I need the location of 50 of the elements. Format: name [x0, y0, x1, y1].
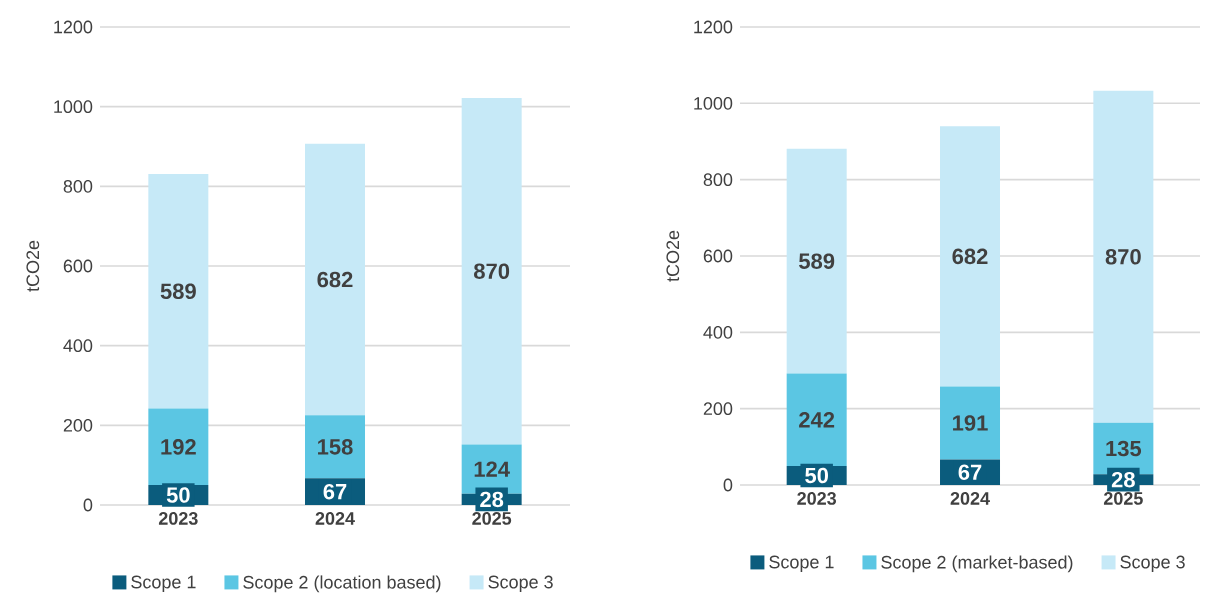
bar	[305, 143, 366, 416]
data-label: 682	[952, 248, 988, 264]
y-tick-label: 1200	[694, 20, 733, 34]
y-tick-label: 1000	[54, 100, 93, 113]
y-tick-label: 200	[63, 418, 93, 432]
y-tick-label: 200	[703, 402, 733, 415]
y-tick-label: 1200	[54, 20, 93, 34]
legend-label: Scope 3	[488, 575, 553, 592]
data-label: 191	[953, 414, 988, 431]
y-tick-label: 400	[63, 339, 93, 352]
data-label: 589	[160, 283, 196, 299]
data-label: 242	[799, 411, 835, 428]
x-tick-label: 2025	[1103, 491, 1143, 505]
x-tick-label: 2023	[797, 491, 837, 505]
data-label: 50	[166, 487, 190, 503]
x-tick-label: 2024	[315, 511, 355, 525]
data-label: 67	[323, 483, 347, 500]
x-tick-label: 2025	[472, 511, 512, 525]
data-label: 870	[1105, 248, 1141, 265]
y-tick-label: 0	[723, 478, 733, 492]
legend-label: Scope 1	[769, 555, 834, 572]
data-label: 158	[318, 438, 353, 455]
legend-label: Scope 2 (market-based)	[881, 555, 1073, 572]
y-tick-label: 800	[63, 179, 93, 193]
bar	[940, 126, 1001, 387]
x-tick-label: 2024	[950, 491, 990, 505]
x-tick-label: 2023	[158, 511, 198, 525]
data-label: 124	[474, 461, 510, 477]
data-label: 50	[805, 467, 828, 484]
legend-label: Scope 2 (location based)	[243, 575, 441, 592]
data-label: 135	[1106, 440, 1142, 457]
bar	[148, 173, 209, 409]
data-label: 192	[161, 438, 196, 455]
y-tick-label: 0	[83, 498, 93, 512]
y-tick-label: 600	[63, 259, 93, 273]
legend-label: Scope 3	[1120, 555, 1185, 572]
y-tick-label: 600	[703, 249, 733, 263]
bar	[786, 148, 847, 374]
bar	[461, 97, 522, 445]
y-axis-title: tCO2e	[26, 240, 40, 292]
legend-label: Scope 1	[131, 575, 196, 592]
y-axis-title: tCO2e	[666, 230, 680, 282]
y-tick-label: 1000	[694, 96, 733, 110]
data-label: 682	[317, 271, 353, 288]
y-tick-label: 400	[703, 325, 733, 339]
bar	[1093, 90, 1154, 423]
y-tick-label: 800	[703, 173, 733, 186]
data-label: 67	[958, 464, 982, 480]
data-label: 870	[474, 263, 510, 279]
data-label: 589	[799, 253, 835, 269]
